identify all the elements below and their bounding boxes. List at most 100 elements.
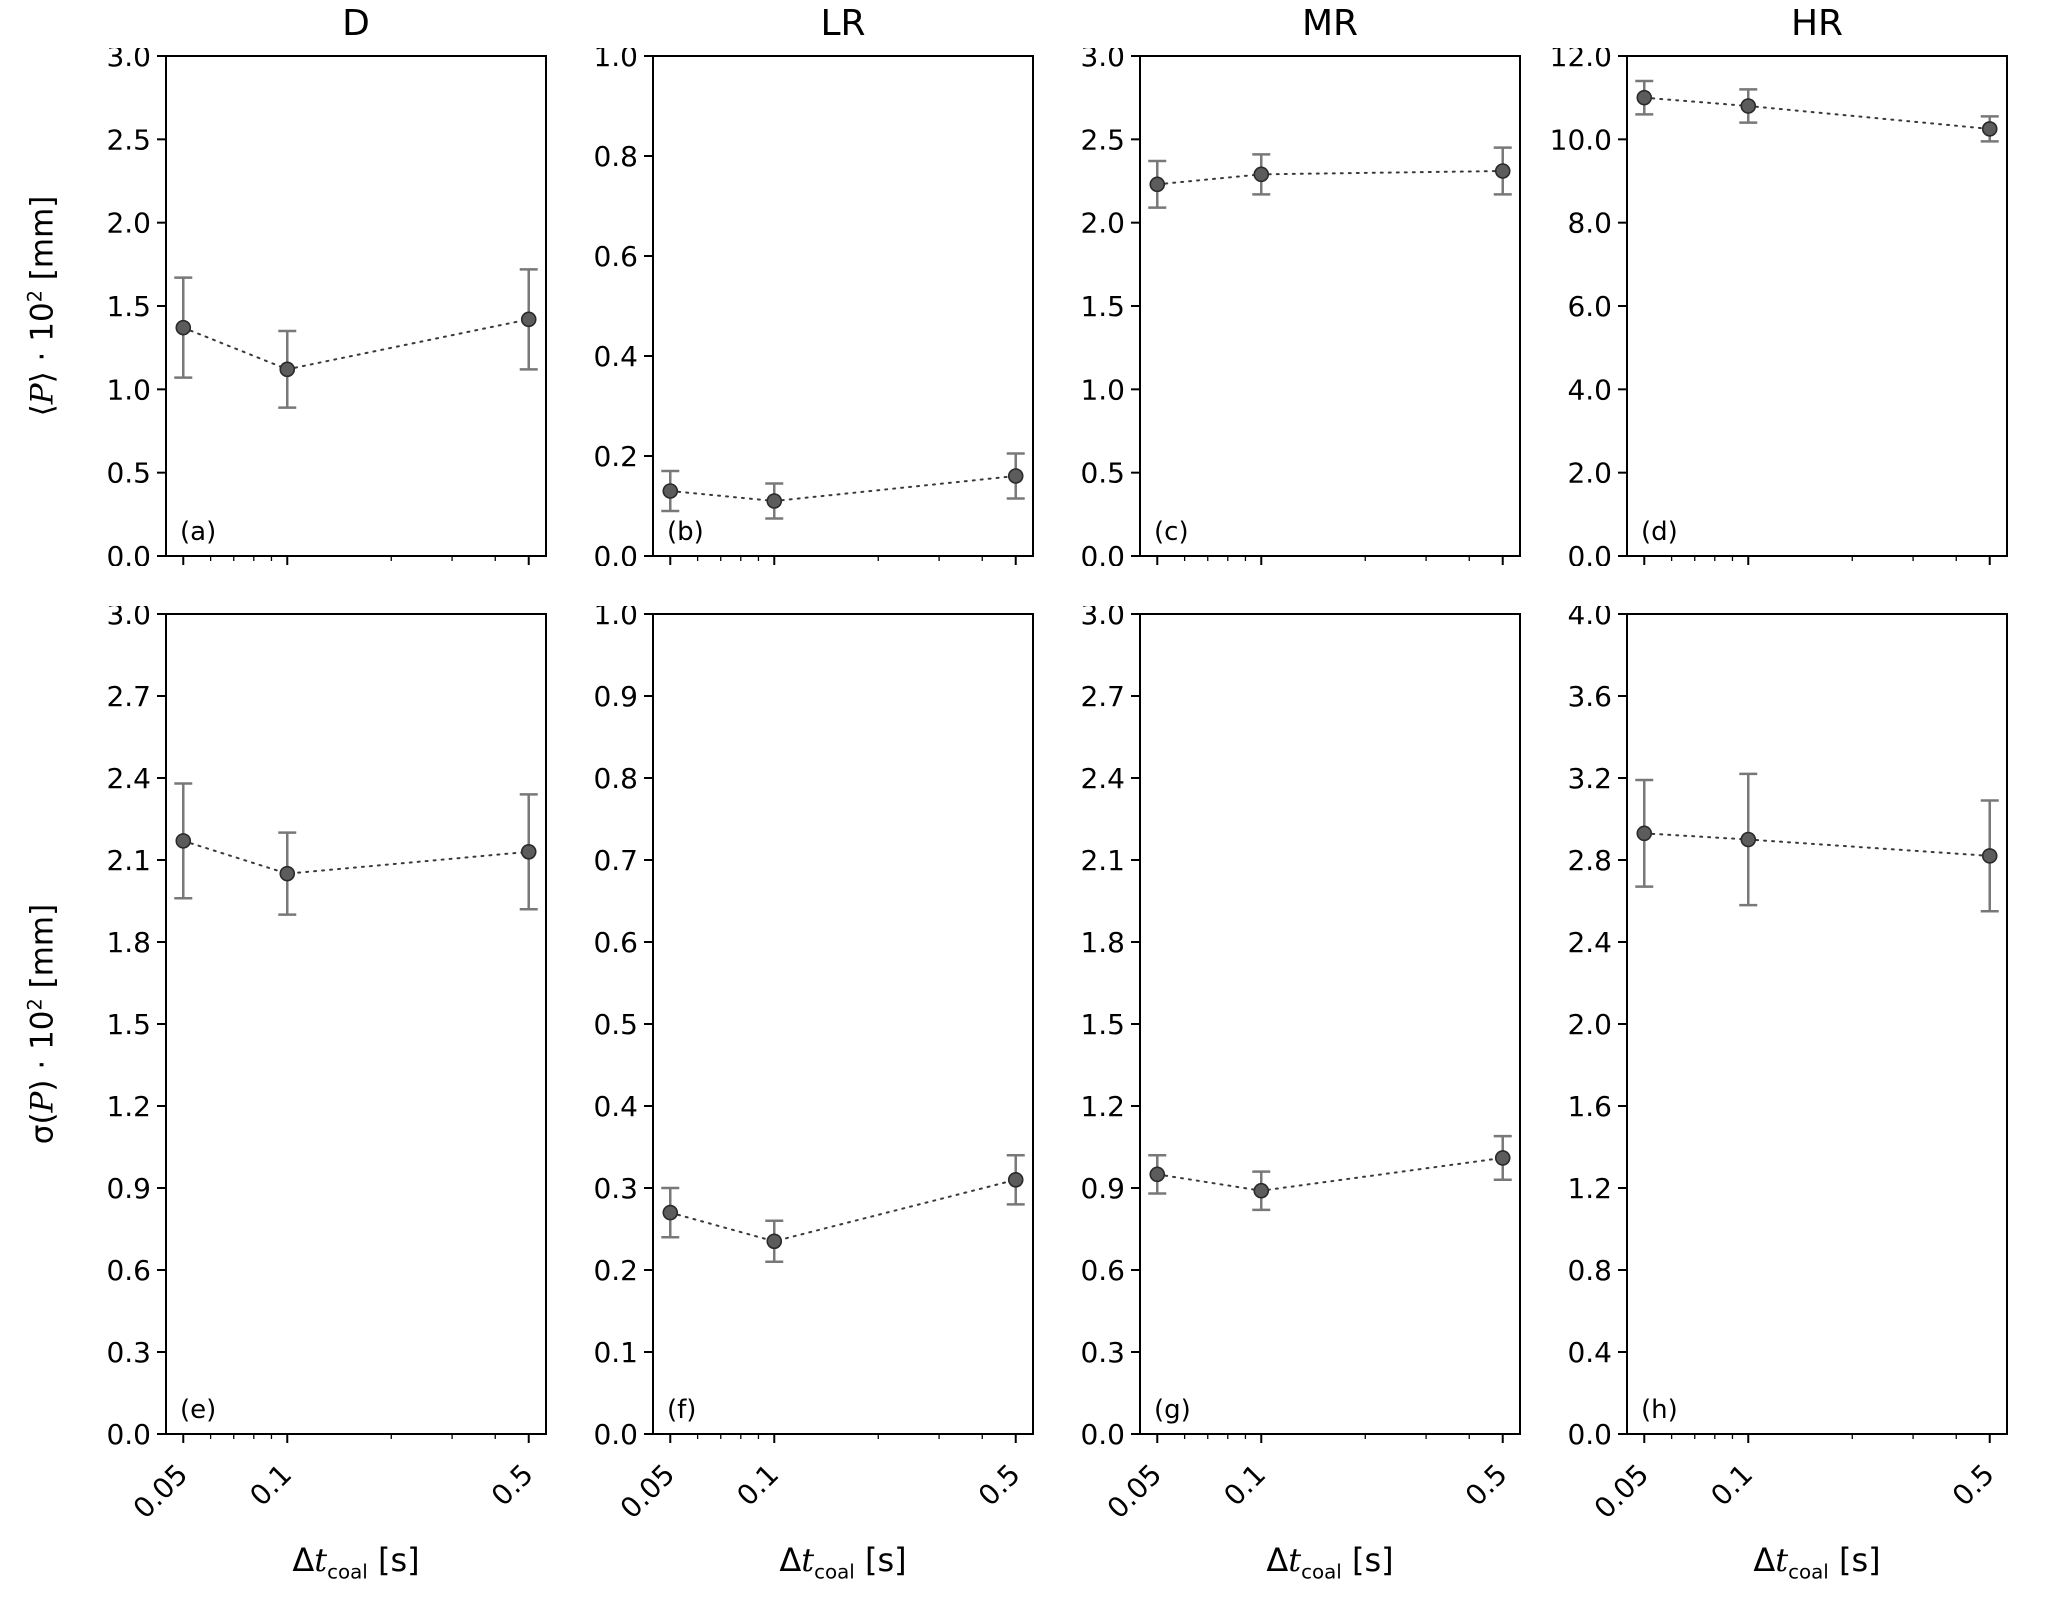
- svg-text:(g): (g): [1154, 1395, 1191, 1425]
- svg-text:12.0: 12.0: [1550, 48, 1612, 73]
- svg-text:0.1: 0.1: [593, 1336, 638, 1369]
- svg-text:3.6: 3.6: [1567, 680, 1612, 713]
- svg-text:0.0: 0.0: [593, 1418, 638, 1451]
- y-axis-label-mean: ⟨P⟩ · 102 [mm]: [23, 196, 60, 417]
- x-axis-label: Δtcoal [s]: [653, 1534, 1033, 1590]
- column-hr-bottom: 0.0 0.4 0.8 1.2 1.6 2.0 2.4 2.8 3.2 3.6 4.0 0.05 0.1…: [1530, 606, 2017, 1590]
- xlabel-unit: [s]: [1341, 1541, 1394, 1579]
- svg-text:0.9: 0.9: [106, 1172, 151, 1205]
- svg-text:2.0: 2.0: [1567, 457, 1612, 490]
- svg-text:0.05: 0.05: [127, 1458, 194, 1525]
- svg-text:0.05: 0.05: [1101, 1458, 1168, 1525]
- svg-text:0.0: 0.0: [1080, 1418, 1125, 1451]
- svg-text:0.5: 0.5: [972, 1458, 1027, 1513]
- svg-text:3.2: 3.2: [1567, 762, 1612, 795]
- svg-text:0.9: 0.9: [1080, 1172, 1125, 1205]
- svg-text:1.8: 1.8: [106, 926, 151, 959]
- plot-panel-b: 0.0 0.2 0.4 0.6 0.8 1.0 (b): [593, 48, 1034, 566]
- svg-text:1.5: 1.5: [106, 1008, 151, 1041]
- svg-text:0.2: 0.2: [593, 1254, 638, 1287]
- y-axis-label-sigma: σ(P) · 102 [mm]: [23, 904, 60, 1144]
- svg-text:0.05: 0.05: [614, 1458, 681, 1525]
- svg-text:(f): (f): [667, 1395, 696, 1425]
- plot-panel-a: 0.0 0.5 1.0 1.5 2.0 2.5 3.0 (a): [106, 48, 547, 566]
- svg-text:8.0: 8.0: [1567, 207, 1612, 240]
- row-sigma: σ(P) · 102 [mm] 0.0 0.3 0.6 0.9 1.2 1.5 1.8 2.1…: [14, 606, 2067, 1590]
- svg-text:(h): (h): [1641, 1395, 1678, 1425]
- svg-text:(c): (c): [1154, 517, 1189, 547]
- svg-text:1.2: 1.2: [106, 1090, 151, 1123]
- svg-text:0.6: 0.6: [1080, 1254, 1125, 1287]
- svg-text:2.4: 2.4: [106, 762, 151, 795]
- ylabel-strip-bottom: σ(P) · 102 [mm]: [14, 606, 69, 1590]
- svg-text:1.2: 1.2: [1567, 1172, 1612, 1205]
- svg-text:(e): (e): [180, 1395, 216, 1425]
- ylabel-unit: [mm]: [24, 903, 61, 999]
- svg-text:2.0: 2.0: [106, 207, 151, 240]
- svg-text:3.0: 3.0: [1080, 48, 1125, 73]
- svg-text:0.2: 0.2: [593, 440, 638, 473]
- ylabel-mid: ) · 10: [24, 1010, 61, 1092]
- ylabel-sup: 2: [22, 998, 46, 1011]
- svg-text:1.5: 1.5: [106, 290, 151, 323]
- xlabel-var: t: [314, 1541, 328, 1579]
- svg-text:0.5: 0.5: [1080, 457, 1125, 490]
- xlabel-sub: coal: [1301, 1560, 1342, 1584]
- svg-text:2.1: 2.1: [1080, 844, 1125, 877]
- svg-text:3.0: 3.0: [106, 48, 151, 73]
- svg-text:(d): (d): [1641, 517, 1678, 547]
- plot-panel-g: 0.0 0.3 0.6 0.9 1.2 1.5 1.8 2.1 2.4 2.7 3.0 0.05 0.1…: [1080, 606, 1521, 1525]
- svg-text:1.2: 1.2: [1080, 1090, 1125, 1123]
- svg-text:(a): (a): [180, 517, 216, 547]
- svg-text:0.4: 0.4: [1567, 1336, 1612, 1369]
- svg-text:1.0: 1.0: [1080, 373, 1125, 406]
- column-lr-bottom: 0.0 0.1 0.2 0.3 0.4 0.5 0.6 0.7 0.8 0.9 1.0 0.05 0.1…: [556, 606, 1043, 1590]
- svg-text:0.8: 0.8: [593, 140, 638, 173]
- svg-text:1.5: 1.5: [1080, 1008, 1125, 1041]
- ylabel-sup: 2: [22, 290, 46, 303]
- svg-text:0.6: 0.6: [593, 240, 638, 273]
- svg-text:0.5: 0.5: [485, 1458, 540, 1513]
- svg-text:0.05: 0.05: [1588, 1458, 1655, 1525]
- svg-text:0.4: 0.4: [593, 340, 638, 373]
- column-hr-top: HR 0.0 2.0 4.0 6.0 8.0 10.0 12.0 (d): [1530, 2, 2017, 566]
- svg-text:0.4: 0.4: [593, 1090, 638, 1123]
- ylabel-unit: [mm]: [24, 195, 61, 291]
- column-mr-top: MR 0.0 0.5 1.0 1.5 2.0 2.5 3.0 (c): [1043, 2, 1530, 566]
- svg-text:2.0: 2.0: [1080, 207, 1125, 240]
- svg-text:2.4: 2.4: [1567, 926, 1612, 959]
- xlabel-unit: [s]: [367, 1541, 420, 1579]
- plot-panel-f: 0.0 0.1 0.2 0.3 0.4 0.5 0.6 0.7 0.8 0.9 1.0 0.05 0.1…: [593, 606, 1034, 1525]
- svg-text:0.1: 0.1: [1217, 1458, 1272, 1513]
- panel-title-mr: MR: [1301, 3, 1359, 44]
- svg-text:0.1: 0.1: [1704, 1458, 1759, 1513]
- svg-text:0.0: 0.0: [106, 540, 151, 566]
- svg-text:0.0: 0.0: [106, 1418, 151, 1451]
- x-axis-label: Δtcoal [s]: [166, 1534, 546, 1590]
- svg-text:(b): (b): [667, 517, 704, 547]
- svg-text:1.0: 1.0: [106, 373, 151, 406]
- plot-panel-d: 0.0 2.0 4.0 6.0 8.0 10.0 12.0 (d): [1550, 48, 2008, 566]
- svg-text:0.6: 0.6: [593, 926, 638, 959]
- svg-text:1.5: 1.5: [1080, 290, 1125, 323]
- xlabel-delta: Δ: [779, 1541, 802, 1579]
- ylabel-var: P: [24, 383, 61, 405]
- svg-text:0.1: 0.1: [730, 1458, 785, 1513]
- xlabel-unit: [s]: [1828, 1541, 1881, 1579]
- svg-text:1.0: 1.0: [593, 48, 638, 73]
- panel-title-lr: LR: [820, 3, 866, 44]
- svg-text:2.7: 2.7: [106, 680, 151, 713]
- ylabel-var: P: [24, 1091, 61, 1113]
- svg-text:0.8: 0.8: [593, 762, 638, 795]
- svg-text:2.8: 2.8: [1567, 844, 1612, 877]
- svg-text:0.0: 0.0: [1567, 540, 1612, 566]
- panel-title-hr: HR: [1790, 3, 1844, 44]
- row-mean: ⟨P⟩ · 102 [mm] D 0.0 0.5 1.0 1.5 2.0 2.5 3.0 (a…: [14, 2, 2067, 566]
- plot-panel-h: 0.0 0.4 0.8 1.2 1.6 2.0 2.4 2.8 3.2 3.6 4.0 0.05 0.1…: [1567, 606, 2008, 1525]
- svg-text:2.5: 2.5: [106, 123, 151, 156]
- svg-text:2.5: 2.5: [1080, 123, 1125, 156]
- xlabel-var: t: [801, 1541, 815, 1579]
- column-d-top: D 0.0 0.5 1.0 1.5 2.0 2.5 3.0 (a): [69, 2, 556, 566]
- svg-text:1.0: 1.0: [593, 606, 638, 631]
